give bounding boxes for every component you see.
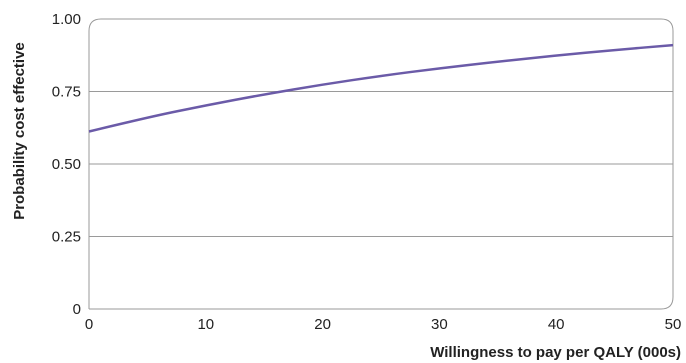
x-axis-label: Willingness to pay per QALY (000s): [430, 344, 681, 361]
y-tick-labels: 0 0.25 0.50 0.75 1.00: [52, 11, 81, 318]
y-tick-label: 0.25: [52, 229, 81, 246]
x-tick-label: 40: [548, 316, 565, 333]
x-tick-labels: 0 10 20 30 40 50: [85, 316, 682, 333]
x-tick-label: 0: [85, 316, 93, 333]
plot-frame: [88, 18, 674, 310]
y-tick-label: 0.50: [52, 156, 81, 173]
x-tick-label: 30: [431, 316, 448, 333]
y-tick-label: 0.75: [52, 84, 81, 101]
x-tick-label: 10: [197, 316, 214, 333]
y-tick-label: 1.00: [52, 11, 81, 28]
y-tick-label: 0: [73, 301, 81, 318]
gridlines: [89, 91, 673, 237]
probability-curve: [88, 43, 674, 133]
x-tick-label: 50: [665, 316, 682, 333]
x-tick-label: 20: [314, 316, 331, 333]
y-axis-label: Probability cost effective: [11, 42, 28, 220]
